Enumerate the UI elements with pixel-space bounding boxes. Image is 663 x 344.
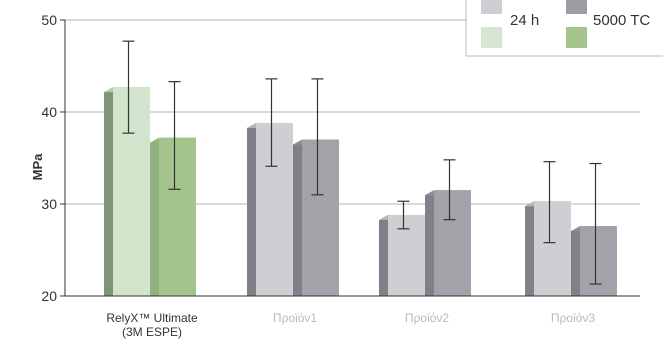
bar — [113, 87, 150, 296]
x-tick-label: Προϊόν2 — [405, 311, 450, 325]
bar — [256, 123, 293, 296]
y-tick-label: 50 — [41, 12, 57, 28]
axes: 20 30 40 50 RelyX™ Ultimate(3M ESPE) Προϊόν1 Π… — [41, 12, 640, 339]
legend-label-5000tc: 5000 TC — [593, 12, 650, 29]
legend-swatch-24h-green — [481, 27, 502, 48]
bars — [104, 87, 617, 296]
bar-side — [379, 215, 388, 296]
legend-swatch-tc-grey — [566, 0, 587, 14]
bar — [580, 226, 617, 296]
legend: 24 h 5000 TC — [465, 0, 663, 57]
bar-side — [525, 201, 534, 296]
bar-side — [571, 226, 580, 296]
x-tick-label: RelyX™ Ultimate — [106, 311, 198, 325]
bar-side — [150, 137, 159, 296]
bar-side — [247, 123, 256, 296]
bar-side — [425, 190, 434, 296]
x-tick-label: Προϊόν1 — [273, 311, 318, 325]
bar — [388, 215, 425, 296]
error-bars — [122, 40, 602, 285]
bar — [159, 137, 196, 296]
x-tick-label: (3M ESPE) — [122, 325, 182, 339]
bar-side — [293, 139, 302, 296]
legend-label-24h: 24 h — [510, 12, 539, 29]
y-axis-label: MPa — [30, 153, 45, 181]
y-tick-label: 40 — [41, 104, 57, 120]
bar — [534, 201, 571, 296]
y-tick-label: 20 — [41, 288, 57, 304]
bar-side — [104, 87, 113, 296]
legend-swatch-24h-grey — [481, 0, 502, 14]
y-tick-label: 30 — [41, 196, 57, 212]
x-tick-label: Προϊόν3 — [551, 311, 596, 325]
legend-swatch-tc-green — [566, 27, 587, 48]
bar — [302, 139, 339, 296]
bar — [434, 190, 471, 296]
